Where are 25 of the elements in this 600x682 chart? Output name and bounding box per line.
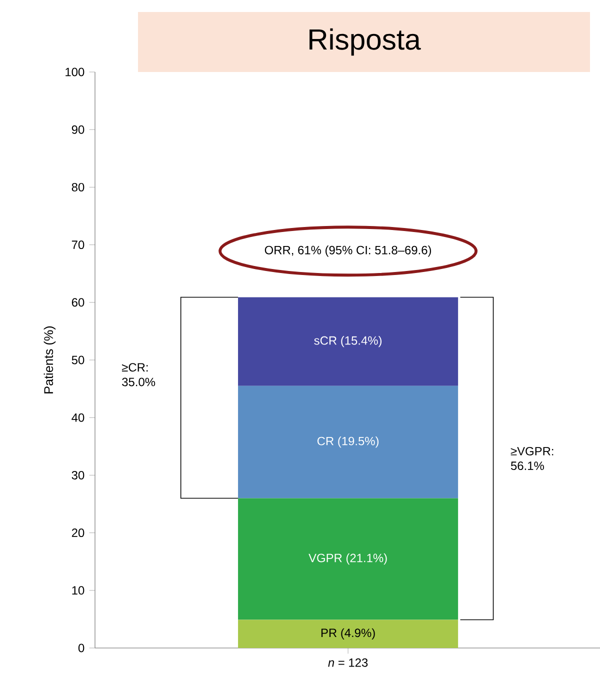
data-label: PR (4.9%) (321, 628, 375, 640)
bar (238, 620, 458, 648)
annotation: ≥CR: 35.0% (122, 363, 155, 386)
y-tick-label: 30 (72, 470, 84, 480)
annotation: ≥VGPR: 56.1% (510, 446, 554, 470)
y-tick-label: 90 (72, 125, 84, 134)
annotation: ORR, 61% (95% CI: 51.8–69.6) (264, 246, 431, 257)
y-tick-label: 40 (71, 413, 84, 422)
y-tick-label: 100 (65, 68, 84, 76)
y-tick-label: 10 (72, 586, 84, 595)
data-label: VGPR (21.1%) (308, 553, 387, 565)
y-tick-label: 20 (72, 528, 84, 538)
y-tick-label: 0 (78, 644, 84, 652)
y-tick-label: 60 (72, 298, 84, 307)
data-label: sCR (15.4%) (314, 336, 382, 348)
data-label: CR (19.5%) (317, 436, 378, 448)
x-tick-label: n = 123 (328, 658, 368, 667)
bar (238, 386, 458, 498)
y-axis-title: Patients (%) (44, 326, 56, 394)
bar (238, 297, 458, 386)
y-tick-label: 50 (72, 356, 84, 364)
y-tick-label: 70 (72, 240, 84, 250)
y-tick-label: 80 (72, 182, 84, 192)
bar (238, 498, 458, 620)
chart-title: Risposta (309, 28, 421, 56)
